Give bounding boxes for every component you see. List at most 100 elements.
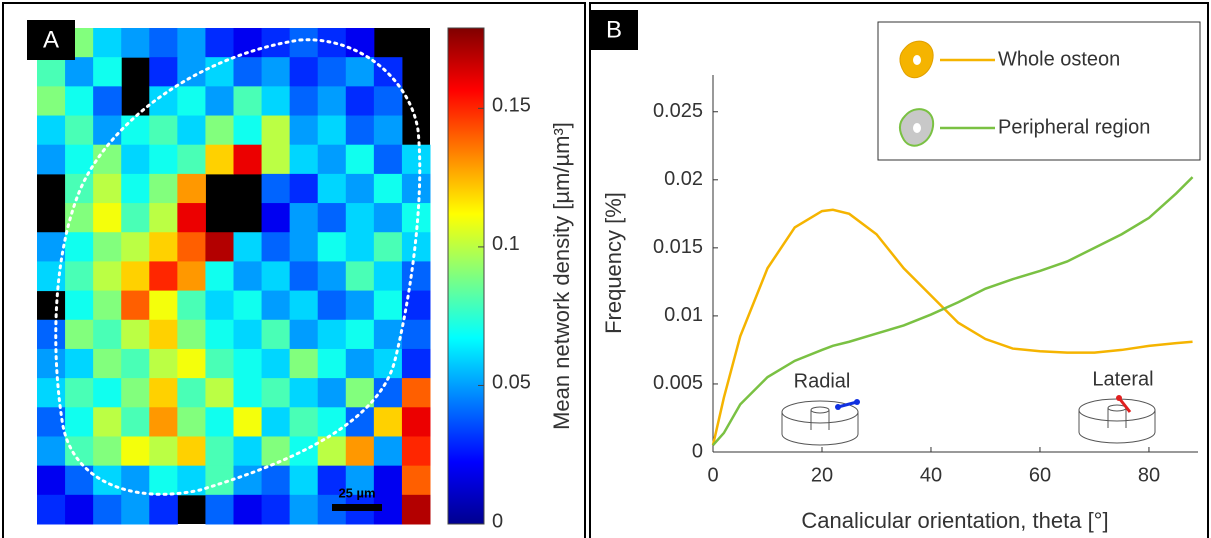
heatmap-cell [373,203,403,233]
heatmap-cell [205,407,234,437]
annotation: Lateral [1092,368,1153,390]
heatmap-cell [289,144,319,175]
y-tick-label: 0.02 [664,168,703,190]
heatmap-cell [149,203,178,233]
heatmap-cell [233,465,263,496]
heatmap-cell [345,378,375,408]
heatmap-cell [177,290,206,321]
heatmap-cell [121,144,150,175]
heatmap-cell [65,115,94,146]
heatmap-cell [37,348,66,379]
heatmap-cell [205,465,234,496]
heatmap-cell [37,86,66,117]
heatmap-cell [121,348,150,379]
heatmap [37,28,431,525]
heatmap-cell [149,261,178,292]
heatmap-cell [65,86,94,117]
heatmap-cell [177,436,206,467]
heatmap-cell [289,290,319,321]
heatmap-cell [373,407,403,437]
heatmap-cell [289,378,319,408]
heatmap-cell [177,232,206,262]
heatmap-cell [37,232,66,262]
heatmap-cell [37,57,66,87]
heatmap-cell [177,407,206,437]
heatmap-cell [401,173,431,204]
inset-canaliculus [837,400,858,409]
heatmap-cell [373,232,403,262]
heatmap-cell [373,86,403,117]
heatmap-cell [345,115,375,146]
heatmap-cell [317,465,347,496]
heatmap-cell [233,348,263,379]
heatmap-cell [205,494,234,525]
heatmap-cell [65,144,94,175]
heatmap-cell [317,86,347,117]
heatmap-cell [373,144,403,175]
heatmap-cell [289,173,319,204]
heatmap-cell [289,86,319,117]
heatmap-cell [93,465,122,496]
heatmap-cell [289,348,319,379]
heatmap-cell [373,378,403,408]
heatmap-cell [149,465,178,496]
heatmap-cell [205,290,234,321]
heatmap-cell [289,494,319,525]
heatmap-cell [37,494,66,525]
heatmap-cell [317,290,347,321]
heatmap-cell [261,86,291,117]
heatmap-cell [317,348,347,379]
heatmap-cell [317,57,347,87]
heatmap-cell [205,144,234,175]
heatmap-cell [233,436,263,467]
heatmap-cell [93,494,122,525]
legend [877,21,1201,161]
heatmap-cell [65,319,94,350]
heatmap-cell [233,261,263,292]
heatmap-cell [177,115,206,146]
heatmap-cell [121,436,150,467]
heatmap-cell [205,86,234,117]
heatmap-cell [37,378,66,408]
heatmap-cell [121,28,150,58]
heatmap-cell [149,290,178,321]
x-tick-label: 20 [811,464,833,486]
heatmap-cell [65,436,94,467]
heatmap-cell [401,436,431,467]
heatmap-cell [37,115,66,146]
heatmap-cell [289,407,319,437]
heatmap-cell [37,144,66,175]
heatmap-cell [345,319,375,350]
heatmap-cell [345,348,375,379]
heatmap-cell [93,144,122,175]
inset-lateral [1078,398,1156,444]
heatmap-cell [317,407,347,437]
colorbar-tick-label: 0 [492,510,503,532]
heatmap-cell [289,203,319,233]
heatmap-cell [317,28,347,58]
heatmap-cell [205,378,234,408]
colorbar-tick-label: 0.15 [492,95,531,117]
heatmap-cell [149,173,178,204]
heatmap-cell [345,465,375,496]
panel-label-box [590,10,638,50]
heatmap-cell [401,319,431,350]
panel-label: B [606,16,622,43]
heatmap-cell [289,232,319,262]
heatmap-cell [177,203,206,233]
heatmap-cell [121,290,150,321]
heatmap-cell [205,28,234,58]
heatmap-cell [93,407,122,437]
heatmap-cell [373,57,403,87]
heatmap-cell [233,115,263,146]
colorbar-tick-label: 0.05 [492,372,531,394]
heatmap-cell [149,407,178,437]
heatmap-cell [233,378,263,408]
heatmap-cell [149,115,178,146]
heatmap-cell [401,144,431,175]
heatmap-cell [345,203,375,233]
heatmap-cell [149,232,178,262]
heatmap-cell [93,319,122,350]
y-tick-label: 0 [692,440,703,462]
y-tick-label: 0.025 [653,100,703,122]
